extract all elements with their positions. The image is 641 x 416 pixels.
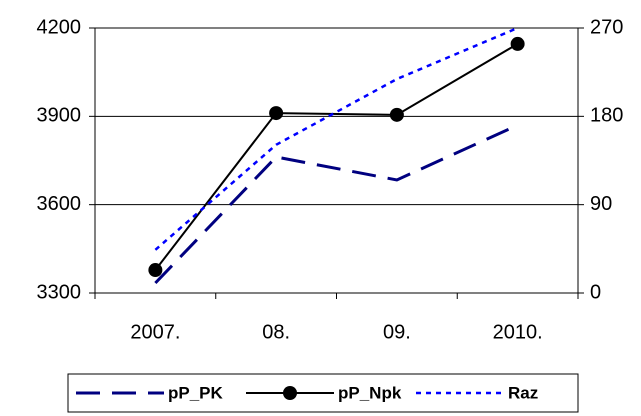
legend-marker xyxy=(283,386,297,400)
y-tick-label: 3900 xyxy=(37,105,82,127)
y-tick-label: 3300 xyxy=(37,281,82,303)
y2-tick-label: 90 xyxy=(590,193,612,215)
legend-label: pP_PK xyxy=(168,383,224,402)
y-tick-label: 3600 xyxy=(37,193,82,215)
point xyxy=(510,36,525,51)
series-line xyxy=(154,26,519,251)
y2-tick-label: 0 xyxy=(590,281,601,303)
series-line xyxy=(154,43,519,271)
legend-label: pP_Npk xyxy=(338,383,402,402)
x-tick-label: 2007. xyxy=(130,321,180,343)
point xyxy=(269,106,284,121)
x-tick-label: 08. xyxy=(262,321,290,343)
y-tick-label: 4200 xyxy=(37,16,82,38)
x-tick-label: 09. xyxy=(383,321,411,343)
legend-label: Raz xyxy=(508,383,538,402)
point xyxy=(389,107,404,122)
x-tick-label: 2010. xyxy=(493,321,543,343)
y2-tick-label: 180 xyxy=(590,105,623,127)
series-line xyxy=(154,123,519,285)
y2-tick-label: 270 xyxy=(590,16,623,38)
point xyxy=(148,263,163,278)
